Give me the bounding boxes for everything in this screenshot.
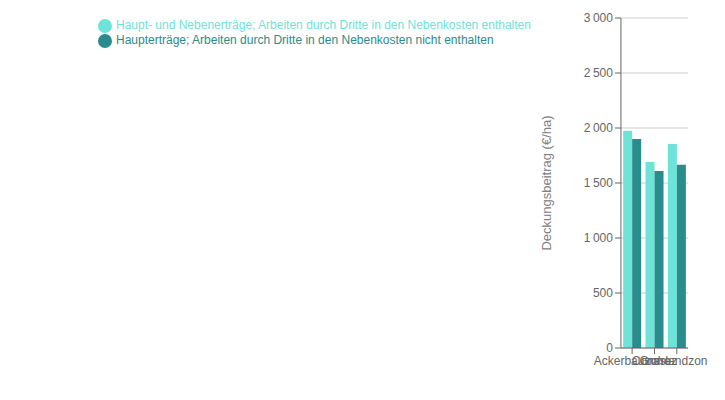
svg-text:500: 500 xyxy=(593,286,613,300)
svg-text:3 000: 3 000 xyxy=(584,11,613,25)
svg-text:2 500: 2 500 xyxy=(584,66,613,80)
html-text:Haupt- und Nebenerträge; Arbei: Haupt- und Nebenerträge; Arbeiten durch … xyxy=(116,18,531,32)
html-text:Haupterträge; Arbeiten durch D: Haupterträge; Arbeiten durch Dritte in d… xyxy=(116,32,494,47)
svg-text:0: 0 xyxy=(606,341,613,355)
svg-text:Deckungsbeitrag (€/ha): Deckungsbeitrag (€/ha) xyxy=(539,115,554,250)
svg-text:2 000: 2 000 xyxy=(584,121,613,135)
svg-text:1 000: 1 000 xyxy=(584,231,613,245)
svg-text:Graslandzone: Graslandzone xyxy=(639,354,708,368)
svg-text:1 500: 1 500 xyxy=(584,176,613,190)
